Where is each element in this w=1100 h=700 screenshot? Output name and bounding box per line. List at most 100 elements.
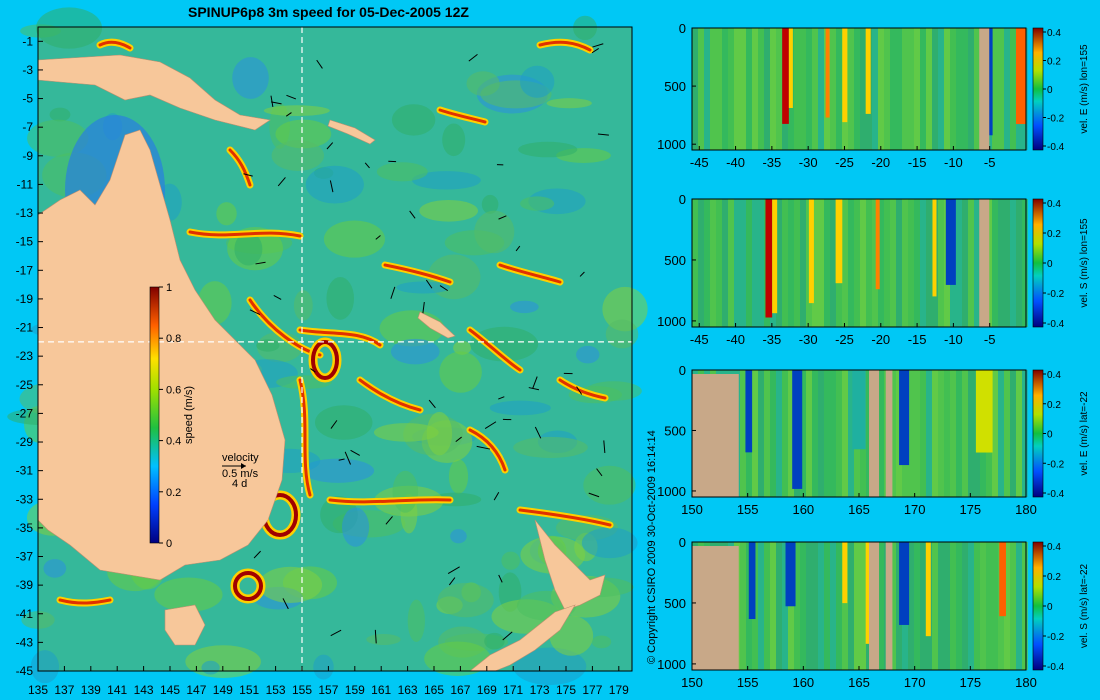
velocity-arrow <box>286 94 297 100</box>
section-strip <box>770 370 776 497</box>
section-strip <box>806 28 812 150</box>
section-strip <box>776 370 782 497</box>
section-x-tick-label: 160 <box>792 502 814 517</box>
speed-field-patch <box>341 507 370 547</box>
section-y-tick-label: 500 <box>664 596 686 611</box>
section-strip <box>956 370 962 497</box>
velocity-arrow <box>271 101 282 105</box>
section-x-tick-label: 170 <box>904 502 926 517</box>
speed-field-patch <box>271 140 325 171</box>
lon-tick-label: 165 <box>424 683 444 697</box>
colorbar-label: speed (m/s) <box>183 386 195 444</box>
section-strip <box>770 542 776 670</box>
lat-tick-label: -21 <box>16 321 34 335</box>
current-jet-core <box>98 40 132 50</box>
section-strip <box>884 28 890 150</box>
speed-field-patch <box>513 647 587 686</box>
velocity-arrow <box>603 440 606 454</box>
section-strip <box>806 370 812 497</box>
section-colorbar-tick-label: -0.2 <box>1047 114 1065 125</box>
section-x-tick-label: -40 <box>726 155 745 170</box>
page-title: SPINUP6p8 3m speed for 05-Dec-2005 12Z <box>188 4 469 20</box>
section-strip <box>740 199 746 327</box>
section-feature <box>945 199 956 285</box>
section-strip <box>782 370 788 497</box>
section-strip <box>758 542 764 670</box>
velocity-arrow <box>439 285 449 292</box>
lon-tick-label: 141 <box>107 683 127 697</box>
land-new-guinea <box>37 54 271 131</box>
lat-tick-label: -9 <box>22 149 33 163</box>
section-land <box>885 542 893 670</box>
colorbar-tick-label: 0.8 <box>166 333 181 345</box>
section-colorbar-label: vel. E (m/s) lon=155 <box>1079 44 1090 134</box>
land-new-zealand-north <box>534 519 606 611</box>
lat-tick-label: -23 <box>16 349 34 363</box>
section-strip <box>734 199 740 327</box>
section-strip <box>956 542 962 670</box>
section-strip <box>716 199 722 327</box>
lat-tick-label: -37 <box>16 550 34 564</box>
lon-tick-label: 153 <box>266 683 286 697</box>
section-strip <box>692 28 698 150</box>
section-x-tick-label: -45 <box>690 332 709 347</box>
section-strip <box>992 370 998 497</box>
speed-field-patch <box>576 345 600 364</box>
section-feature <box>748 542 756 620</box>
section-x-tick-label: -45 <box>690 155 709 170</box>
section-strip <box>950 370 956 497</box>
lat-tick-label: -5 <box>22 92 33 106</box>
section-feature <box>842 542 848 604</box>
current-jet-core <box>438 108 487 124</box>
section-feature <box>875 199 880 290</box>
section-strip <box>1016 370 1022 497</box>
velocity-arrow <box>597 133 609 136</box>
section-feature <box>788 28 793 108</box>
lon-tick-label: 135 <box>28 683 48 697</box>
lat-tick-label: -43 <box>16 635 34 649</box>
section-strip <box>920 370 926 497</box>
section-strip <box>842 542 848 670</box>
section-x-tick-label: -25 <box>835 155 854 170</box>
section-strip <box>746 199 752 327</box>
section-strip <box>860 542 866 670</box>
section-strip <box>704 199 710 327</box>
section-strip <box>752 28 758 150</box>
section-strip <box>962 542 968 670</box>
section-feature <box>842 28 848 123</box>
section-feature <box>808 199 814 304</box>
section-strip <box>1004 370 1010 497</box>
speed-field-patch <box>453 340 472 355</box>
velocity-arrow <box>428 399 436 409</box>
section-strip <box>908 199 914 327</box>
section-strip <box>866 199 872 327</box>
speed-field-patch <box>591 635 612 649</box>
section-strip <box>968 28 974 150</box>
velocity-arrow <box>385 516 393 525</box>
section-strip <box>926 199 932 327</box>
speed-field-patch <box>366 633 401 645</box>
section-strip <box>740 542 746 670</box>
section-colorbar-tick-label: 0.2 <box>1047 400 1061 411</box>
colorbar-tick-label: 0.2 <box>166 487 181 499</box>
section-x-tick-label: -30 <box>799 332 818 347</box>
section-strip <box>806 542 812 670</box>
speed-field-patch <box>519 65 555 98</box>
section-strip <box>830 542 836 670</box>
eddy-ring-core <box>233 571 263 601</box>
section-y-tick-label: 0 <box>679 21 686 36</box>
speed-field-patch <box>474 210 515 254</box>
speed-field-patch <box>376 162 428 182</box>
speed-field-patch <box>513 436 588 458</box>
lat-tick-label: -33 <box>16 492 34 506</box>
lon-tick-label: 155 <box>292 683 312 697</box>
section-strip <box>890 542 896 670</box>
section-strip <box>878 542 884 670</box>
section-strip <box>764 28 770 150</box>
section-strip <box>920 199 926 327</box>
speed-field-patch <box>263 105 330 117</box>
section-strip <box>1016 199 1022 327</box>
speed-field-patch <box>313 654 334 680</box>
section-strip <box>764 542 770 670</box>
lat-tick-label: -11 <box>17 177 34 191</box>
